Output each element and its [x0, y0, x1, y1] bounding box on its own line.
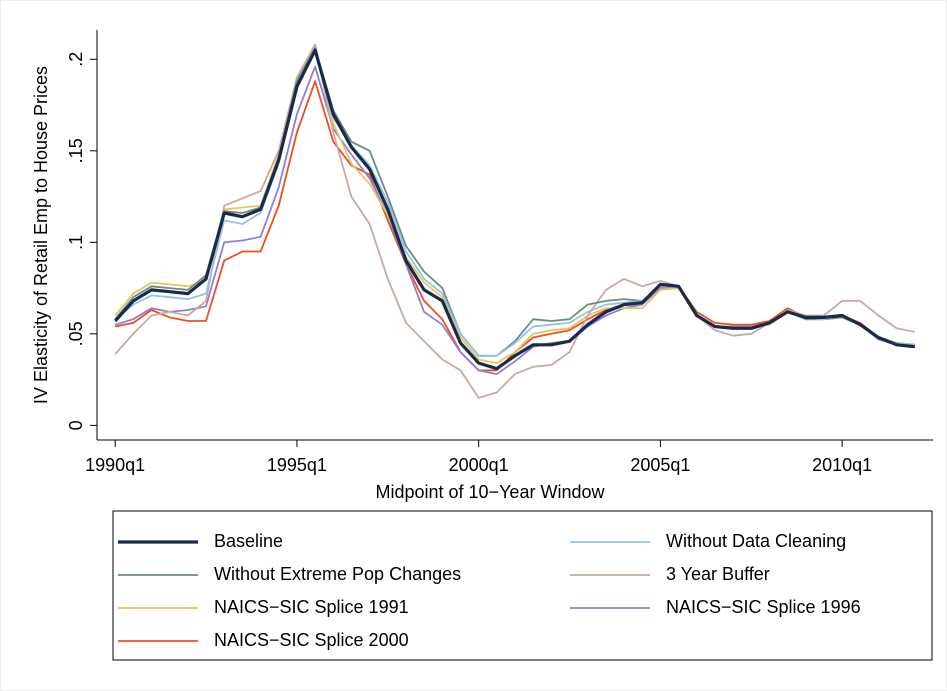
- y-tick-label: .05: [66, 321, 86, 346]
- legend-label: NAICS−SIC Splice 1996: [666, 597, 861, 617]
- x-tick-label: 2010q1: [812, 455, 872, 475]
- legend-label: Baseline: [214, 531, 283, 551]
- x-tick-label: 2005q1: [630, 455, 690, 475]
- x-axis-label: Midpoint of 10−Year Window: [376, 482, 606, 502]
- y-tick-label: .15: [66, 138, 86, 163]
- legend-label: Without Data Cleaning: [666, 531, 846, 551]
- legend-label: Without Extreme Pop Changes: [214, 564, 461, 584]
- y-tick-label: .1: [66, 235, 86, 250]
- legend-label: NAICS−SIC Splice 2000: [214, 630, 409, 650]
- legend-label: NAICS−SIC Splice 1991: [214, 597, 409, 617]
- y-axis-label: IV Elasticity of Retail Emp to House Pri…: [31, 66, 51, 404]
- x-tick-label: 2000q1: [449, 455, 509, 475]
- x-tick-label: 1990q1: [85, 455, 145, 475]
- series-line: [114, 48, 915, 371]
- x-tick-label: 1995q1: [267, 455, 327, 475]
- legend-label: 3 Year Buffer: [666, 564, 770, 584]
- y-tick-label: 0: [66, 420, 86, 430]
- y-tick-label: .2: [66, 52, 86, 67]
- legend: [112, 510, 933, 661]
